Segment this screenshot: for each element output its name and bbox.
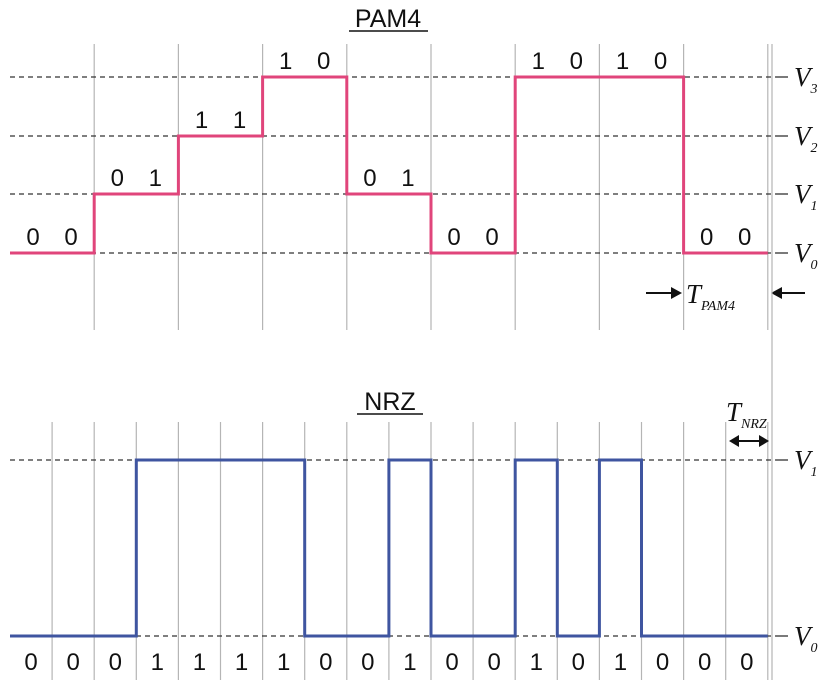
- pam4-bit-label: 1: [233, 107, 246, 134]
- nrz-bit-label: 0: [66, 649, 79, 676]
- pam4-bit-label: 1: [616, 48, 629, 75]
- pam4-bit-label: 0: [64, 224, 77, 251]
- pam4-bit-label: 1: [401, 165, 414, 192]
- pam4-bit-label: 1: [532, 48, 545, 75]
- pam4-level-label: V2: [794, 121, 818, 156]
- period-arrow-left-icon: [771, 287, 782, 299]
- nrz-period-arrow-right-icon: [759, 435, 769, 447]
- nrz-bit-label: 1: [530, 649, 543, 676]
- nrz-level-label: V0: [794, 621, 818, 656]
- pam4-bit-labels: 0 00 11 11 00 10 01 0 1 00 0: [26, 48, 751, 251]
- nrz-bit-label: 1: [235, 649, 248, 676]
- pam4-bit-label: 0: [700, 224, 713, 251]
- nrz-bit-label: 0: [656, 649, 669, 676]
- pam4-bit-label: 0: [111, 165, 124, 192]
- nrz-grid: [51, 44, 773, 680]
- pam4-period-label: TPAM4: [686, 279, 735, 314]
- nrz-bit-label: 0: [445, 649, 458, 676]
- nrz-bit-label: 0: [487, 649, 500, 676]
- pam4-period-subscript: PAM4: [700, 299, 735, 314]
- pam4-level-label: V1: [794, 179, 818, 214]
- pam4-bit-label: 0: [654, 48, 667, 75]
- nrz-bit-label: 0: [698, 649, 711, 676]
- nrz-period-symbol: T: [726, 397, 743, 427]
- nrz-bit-label: 1: [193, 649, 206, 676]
- pam4-level-labels: V0 V1 V2 V3: [794, 62, 818, 273]
- pam4-bit-label: 1: [149, 165, 162, 192]
- pam4-level-label: V0: [794, 238, 818, 273]
- nrz-waveform: [10, 458, 768, 638]
- nrz-bit-label: 0: [319, 649, 332, 676]
- nrz-bit-label: 0: [361, 649, 374, 676]
- period-arrow-right-icon: [671, 287, 682, 299]
- nrz-bit-label: 0: [572, 649, 585, 676]
- pam4-period-symbol: T: [686, 279, 703, 309]
- nrz-bit-labels: 0 0 0 1 1 1 1 0 0 1 0 0 1 0 1 0 0 0: [24, 649, 753, 676]
- nrz-bit-label: 0: [109, 649, 122, 676]
- nrz-level-labels: V0 V1: [794, 445, 818, 656]
- pam4-grid: [93, 44, 769, 330]
- nrz-bit-label: 1: [277, 649, 290, 676]
- pam4-bit-label: 0: [363, 165, 376, 192]
- pam4-title: PAM4: [355, 5, 421, 33]
- nrz-bit-label: 1: [403, 649, 416, 676]
- pam4-waveform: [10, 75, 768, 255]
- pam4-level-label: V3: [794, 62, 818, 97]
- pam4-period-marker: TPAM4: [646, 279, 805, 314]
- nrz-level-label: V1: [794, 445, 818, 480]
- pam4-bit-label: 0: [738, 224, 751, 251]
- nrz-level-lines: [10, 459, 788, 637]
- pam4-bit-label: 0: [26, 224, 39, 251]
- nrz-bit-label: 1: [151, 649, 164, 676]
- nrz-period-arrow-left-icon: [729, 435, 739, 447]
- pam4-bit-label: 0: [317, 48, 330, 75]
- nrz-title: NRZ: [364, 388, 415, 416]
- pam4-bit-label: 0: [570, 48, 583, 75]
- pam4-bit-label: 0: [485, 224, 498, 251]
- nrz-bit-label: 1: [614, 649, 627, 676]
- pam4-level-lines: [10, 76, 788, 254]
- nrz-period-marker: TNRZ: [726, 397, 769, 447]
- pam4-bit-label: 1: [195, 107, 208, 134]
- nrz-period-subscript: NRZ: [740, 417, 767, 432]
- nrz-period-label: TNRZ: [726, 397, 767, 432]
- pam4-bit-label: 1: [279, 48, 292, 75]
- pam4-bit-label: 0: [447, 224, 460, 251]
- nrz-bit-label: 0: [24, 649, 37, 676]
- nrz-bit-label: 0: [740, 649, 753, 676]
